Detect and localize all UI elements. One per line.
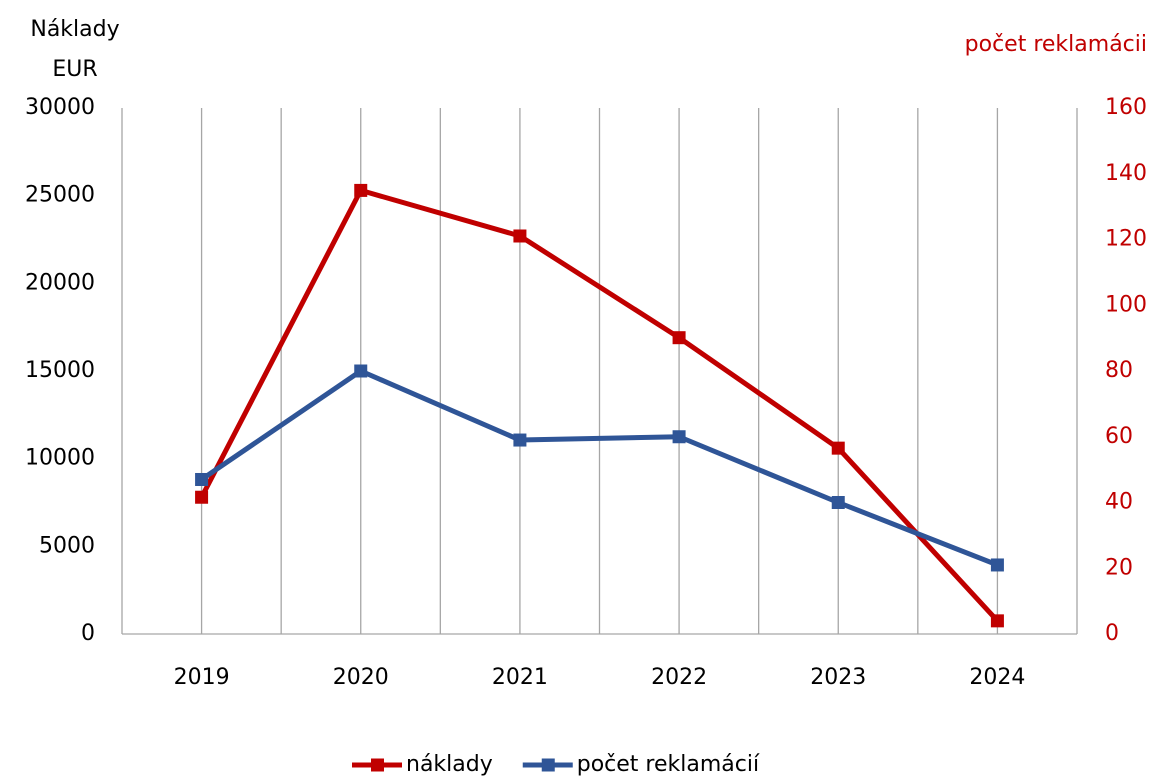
data-point: [831, 441, 845, 455]
legend-label: náklady: [406, 752, 493, 777]
data-point: [672, 331, 686, 345]
data-point: [513, 433, 527, 447]
y-tick-label: 30000: [25, 95, 95, 120]
data-point: [354, 183, 368, 197]
data-point: [195, 472, 209, 486]
y-axis-title: Náklady: [30, 17, 119, 42]
series-line: [199, 187, 1000, 623]
data-point: [990, 614, 1004, 628]
legend-marker: [541, 758, 555, 772]
y2-tick-label: 60: [1105, 424, 1133, 449]
y-tick-label: 0: [81, 621, 95, 646]
x-tick-label: 2024: [969, 665, 1025, 690]
data-point: [672, 430, 686, 444]
y-tick-label: 25000: [25, 183, 95, 208]
x-tick-label: 2022: [651, 665, 707, 690]
y2-tick-label: 100: [1105, 292, 1147, 317]
y-tick-label: 10000: [25, 446, 95, 471]
y2-tick-label: 0: [1105, 621, 1119, 646]
data-point: [195, 490, 209, 504]
data-point: [990, 558, 1004, 572]
x-tick-label: 2023: [810, 665, 866, 690]
data-point: [831, 496, 845, 509]
x-tick-label: 2021: [492, 665, 548, 690]
y2-tick-label: 120: [1105, 227, 1147, 252]
y2-tick-label: 160: [1105, 95, 1147, 120]
y2-tick-label: 40: [1105, 490, 1133, 515]
y-tick-label: 20000: [25, 270, 95, 295]
y-tick-label: 5000: [39, 533, 95, 558]
data-point: [513, 229, 527, 243]
series-line: [200, 368, 999, 568]
data-point: [354, 364, 368, 378]
y2-tick-label: 140: [1105, 161, 1147, 186]
x-tick-label: 2019: [174, 665, 230, 690]
y2-tick-label: 80: [1105, 358, 1133, 383]
y2-tick-label: 20: [1105, 555, 1133, 580]
legend-marker: [371, 758, 384, 772]
x-tick-label: 2020: [333, 665, 389, 690]
legend-label: počet reklamácií: [577, 752, 760, 777]
y-axis-title: EUR: [52, 57, 97, 82]
y2-axis-title: počet reklamácii: [965, 32, 1147, 57]
y-tick-label: 15000: [25, 358, 95, 383]
